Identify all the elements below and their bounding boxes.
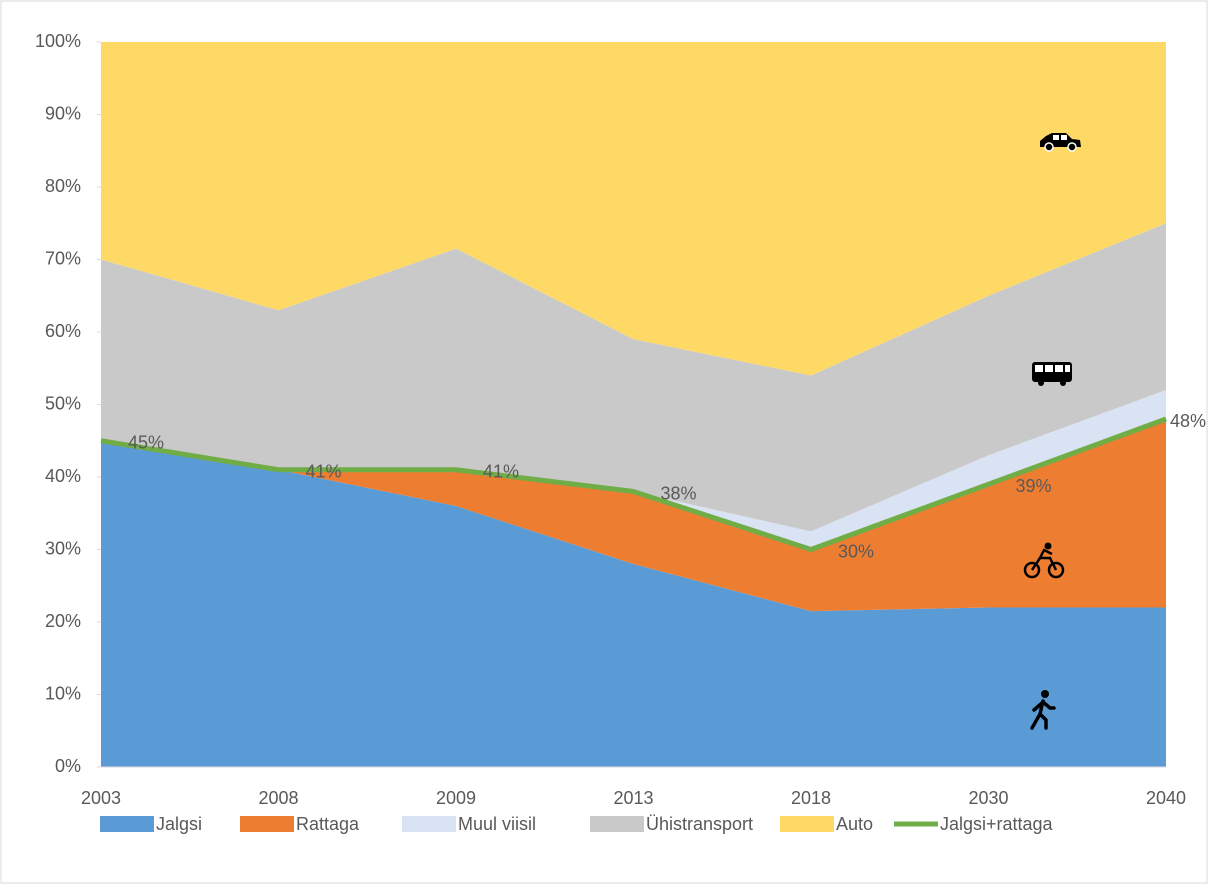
x-tick-label: 2009 <box>436 788 476 808</box>
area <box>101 223 1166 532</box>
bike-icon <box>1023 542 1065 579</box>
bus-icon <box>1032 362 1072 386</box>
y-tick-label: 10% <box>45 683 81 703</box>
icons <box>1023 133 1081 730</box>
area <box>101 419 1166 612</box>
x-tick-label: 2013 <box>613 788 653 808</box>
x-tick-label: 2040 <box>1146 788 1186 808</box>
walker-icon <box>1030 690 1056 730</box>
legend-swatch <box>590 816 644 832</box>
area <box>101 390 1166 550</box>
data-label: 41% <box>483 462 519 482</box>
data-label: 38% <box>660 483 696 503</box>
y-tick-label: 80% <box>45 176 81 196</box>
y-tick-label: 60% <box>45 321 81 341</box>
legend-swatch <box>100 816 154 832</box>
x-tick-label: 2003 <box>81 788 121 808</box>
data-label: 48% <box>1170 411 1206 431</box>
area <box>101 440 1166 767</box>
y-tick-label: 0% <box>55 756 81 776</box>
y-tick-label: 90% <box>45 103 81 123</box>
y-tick-label: 30% <box>45 538 81 558</box>
legend-swatch <box>240 816 294 832</box>
legend: Jalgsi Rattaga Muul viisil Ühistransport Aut… <box>100 814 1054 834</box>
y-tick-label: 100% <box>35 31 81 51</box>
data-label: 45% <box>128 433 164 453</box>
y-tick-label: 50% <box>45 393 81 413</box>
y-tick-label: 20% <box>45 611 81 631</box>
y-tick-label: 40% <box>45 466 81 486</box>
x-tick-label: 2008 <box>258 788 298 808</box>
legend-label: Jalgsi <box>156 814 202 834</box>
line <box>100 416 1167 552</box>
x-tick-label: 2030 <box>968 788 1008 808</box>
data-label: 30% <box>838 541 874 561</box>
area <box>101 42 1166 376</box>
data-label: 41% <box>305 462 341 482</box>
y-tick-label: 70% <box>45 248 81 268</box>
car-icon <box>1040 133 1081 152</box>
legend-swatch <box>402 816 456 832</box>
legend-label: Jalgsi+rattaga <box>940 814 1054 834</box>
legend-label: Muul viisil <box>458 814 536 834</box>
legend-label: Rattaga <box>296 814 360 834</box>
legend-label: Auto <box>836 814 873 834</box>
x-tick-label: 2018 <box>791 788 831 808</box>
plot-area: 0% 10% 20% 30% 40% 50% 60% 70% 80% 90% 100% 2003 200… <box>35 31 1206 808</box>
legend-label: Ühistransport <box>646 814 753 834</box>
data-label: 39% <box>1015 476 1051 496</box>
legend-swatch <box>780 816 834 832</box>
